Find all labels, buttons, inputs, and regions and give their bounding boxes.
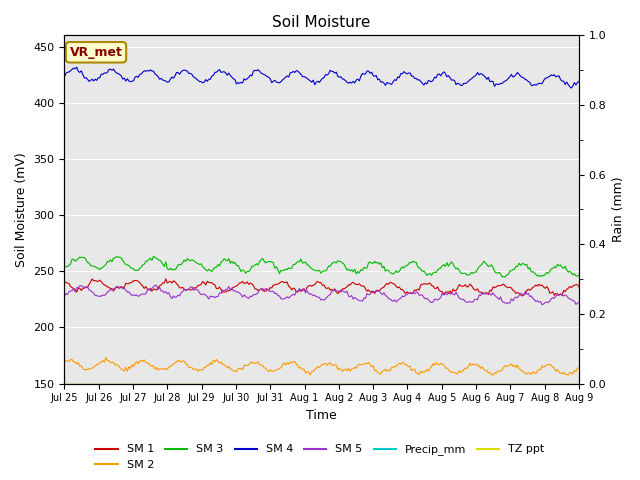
Y-axis label: Soil Moisture (mV): Soil Moisture (mV) [15, 152, 28, 267]
Legend: SM 1, SM 2, SM 3, SM 4, SM 5, Precip_mm, TZ ppt: SM 1, SM 2, SM 3, SM 4, SM 5, Precip_mm,… [91, 440, 549, 474]
Text: VR_met: VR_met [70, 46, 122, 59]
X-axis label: Time: Time [307, 409, 337, 422]
Title: Soil Moisture: Soil Moisture [273, 15, 371, 30]
Y-axis label: Rain (mm): Rain (mm) [612, 177, 625, 242]
